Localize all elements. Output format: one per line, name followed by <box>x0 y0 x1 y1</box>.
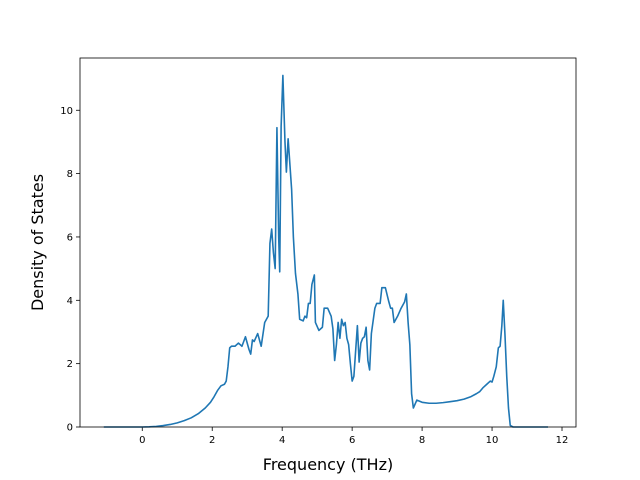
y-tick-label: 2 <box>67 359 73 370</box>
x-tick-label: 10 <box>486 435 499 446</box>
x-tick-label: 4 <box>279 435 285 446</box>
dos-series-line <box>103 74 549 428</box>
x-tick-label: 6 <box>349 435 355 446</box>
axes-frame <box>79 57 577 428</box>
x-axis-title: Frequency (THz) <box>263 455 393 474</box>
x-tick-label: 0 <box>139 435 145 446</box>
y-tick-label: 8 <box>67 169 73 180</box>
y-tick-label: 6 <box>67 232 73 243</box>
x-tick-label: 2 <box>209 435 215 446</box>
x-tick-label: 8 <box>419 435 425 446</box>
y-axis-title: Density of States <box>28 174 47 311</box>
ticks-layer: 0 2 4 6 8 10 12 0 2 4 6 8 10 <box>60 106 568 446</box>
series-layer <box>103 74 549 428</box>
x-tick-label: 12 <box>556 435 569 446</box>
y-tick-label: 0 <box>67 423 73 434</box>
y-tick-label: 10 <box>60 106 73 117</box>
y-tick-label: 4 <box>67 296 73 307</box>
